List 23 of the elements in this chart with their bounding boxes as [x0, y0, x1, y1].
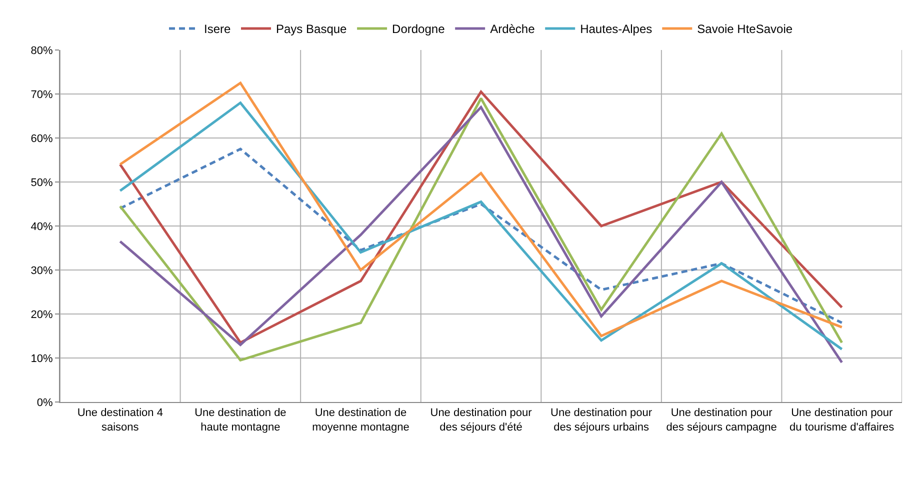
y-tick-label: 70%: [30, 88, 54, 101]
y-tick-label: 0%: [36, 396, 54, 409]
x-tick-label: Une destination pour des séjours urbains: [550, 407, 652, 434]
legend-label: Pays Basque: [276, 22, 348, 36]
legend-label: Hautes-Alpes: [580, 22, 652, 36]
legend-label: Dordogne: [392, 22, 446, 36]
y-tick-label: 10%: [30, 352, 54, 365]
legend-label: Ardèche: [490, 22, 536, 36]
x-tick-label: Une destination 4 saisons: [77, 407, 163, 434]
legend-label: Isere: [204, 22, 232, 36]
x-tick-label: Une destination pour des séjours d'été: [430, 407, 532, 434]
y-tick-label: 50%: [30, 176, 54, 189]
x-tick-label: Une destination de moyenne montagne: [312, 407, 410, 434]
y-tick-label: 80%: [30, 44, 54, 57]
x-tick-label: Une destination pour des séjours campagne: [666, 407, 777, 434]
x-tick-label: Une destination pour du tourisme d'affaires: [790, 407, 895, 434]
y-tick-label: 60%: [30, 132, 54, 145]
x-tick-label: Une destination de haute montagne: [194, 407, 286, 434]
y-tick-label: 20%: [30, 308, 54, 321]
y-tick-label: 40%: [30, 220, 54, 233]
line-series: [118, 148, 844, 324]
y-tick-label: 30%: [30, 264, 54, 277]
legend-label: Savoie HteSavoie: [697, 22, 793, 36]
